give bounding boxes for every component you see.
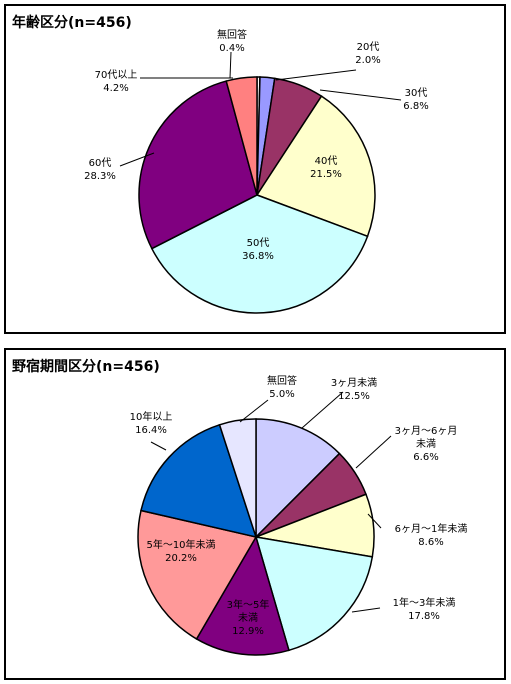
- pie-slice: [138, 80, 258, 250]
- leader-line: [119, 152, 155, 167]
- leader-line: [301, 391, 344, 429]
- leader-line: [351, 607, 381, 613]
- slice-label: 70代以上 4.2%: [95, 69, 138, 94]
- slice-label: 1年～3年未満 17.8%: [393, 596, 456, 622]
- leader-line: [355, 435, 392, 469]
- leader-line: [367, 513, 382, 529]
- pie-slice: [225, 76, 258, 196]
- pie-slice: [150, 194, 369, 314]
- pie-slice: [255, 418, 341, 539]
- age-pie-chart: 無回答 0.4% 20代 2.0% 30代 6.8% 40代 21.5% 50代 36.8% 60代…: [84, 28, 429, 314]
- slice-label: 無回答 0.4%: [217, 28, 247, 54]
- pie-slice: [255, 95, 376, 238]
- chart-title: 野宿期間区分(n=456): [12, 359, 160, 375]
- leader-line: [229, 51, 232, 79]
- slice-label: 50代 36.8%: [242, 237, 274, 262]
- slice-label: 3ヶ月～6ヶ月未満 6.6%: [395, 425, 458, 463]
- slice-label: 無回答 5.0%: [267, 374, 297, 400]
- duration-chart-panel: 野宿期間区分(n=456) 3ヶ月未満 12.5% 3ヶ月～6ヶ月未満 6.6% 6ヶ月…: [4, 348, 506, 680]
- pie-slice: [254, 536, 374, 652]
- slice-label: 3ヶ月未満 12.5%: [331, 377, 377, 402]
- leader-line: [319, 89, 402, 101]
- slice-label: 40代 21.5%: [310, 155, 342, 180]
- slice-label: 20代 2.0%: [355, 41, 380, 66]
- slice-label: 60代 28.3%: [84, 157, 116, 182]
- pie-slice: [137, 509, 258, 640]
- slice-label: 30代 6.8%: [403, 87, 428, 112]
- slice-label: 6ヶ月～1年未満 8.6%: [395, 522, 468, 548]
- slice-label: 3年～5年未満 12.9%: [227, 598, 270, 637]
- pie-slice: [140, 423, 258, 539]
- age-chart-panel: 年齢区分(n=456) 無回答 0.4% 20代 2.0% 30代 6.8% 40代 21.5…: [4, 4, 506, 334]
- slice-label: 10年以上 16.4%: [130, 410, 173, 436]
- chart-title: 年齢区分(n=456): [12, 15, 132, 31]
- pie-slice: [218, 418, 257, 538]
- slice-label: 5年～10年未満 20.2%: [146, 538, 215, 564]
- leader-line: [239, 399, 269, 423]
- leader-line: [150, 441, 167, 451]
- leader-line: [275, 69, 357, 81]
- duration-pie-chart: 3ヶ月未満 12.5% 3ヶ月～6ヶ月未満 6.6% 6ヶ月～1年未満 8.6% 1年～3年…: [130, 374, 468, 656]
- pie-slice: [195, 535, 290, 656]
